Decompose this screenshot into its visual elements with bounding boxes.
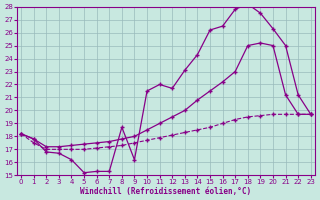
X-axis label: Windchill (Refroidissement éolien,°C): Windchill (Refroidissement éolien,°C) (80, 187, 252, 196)
